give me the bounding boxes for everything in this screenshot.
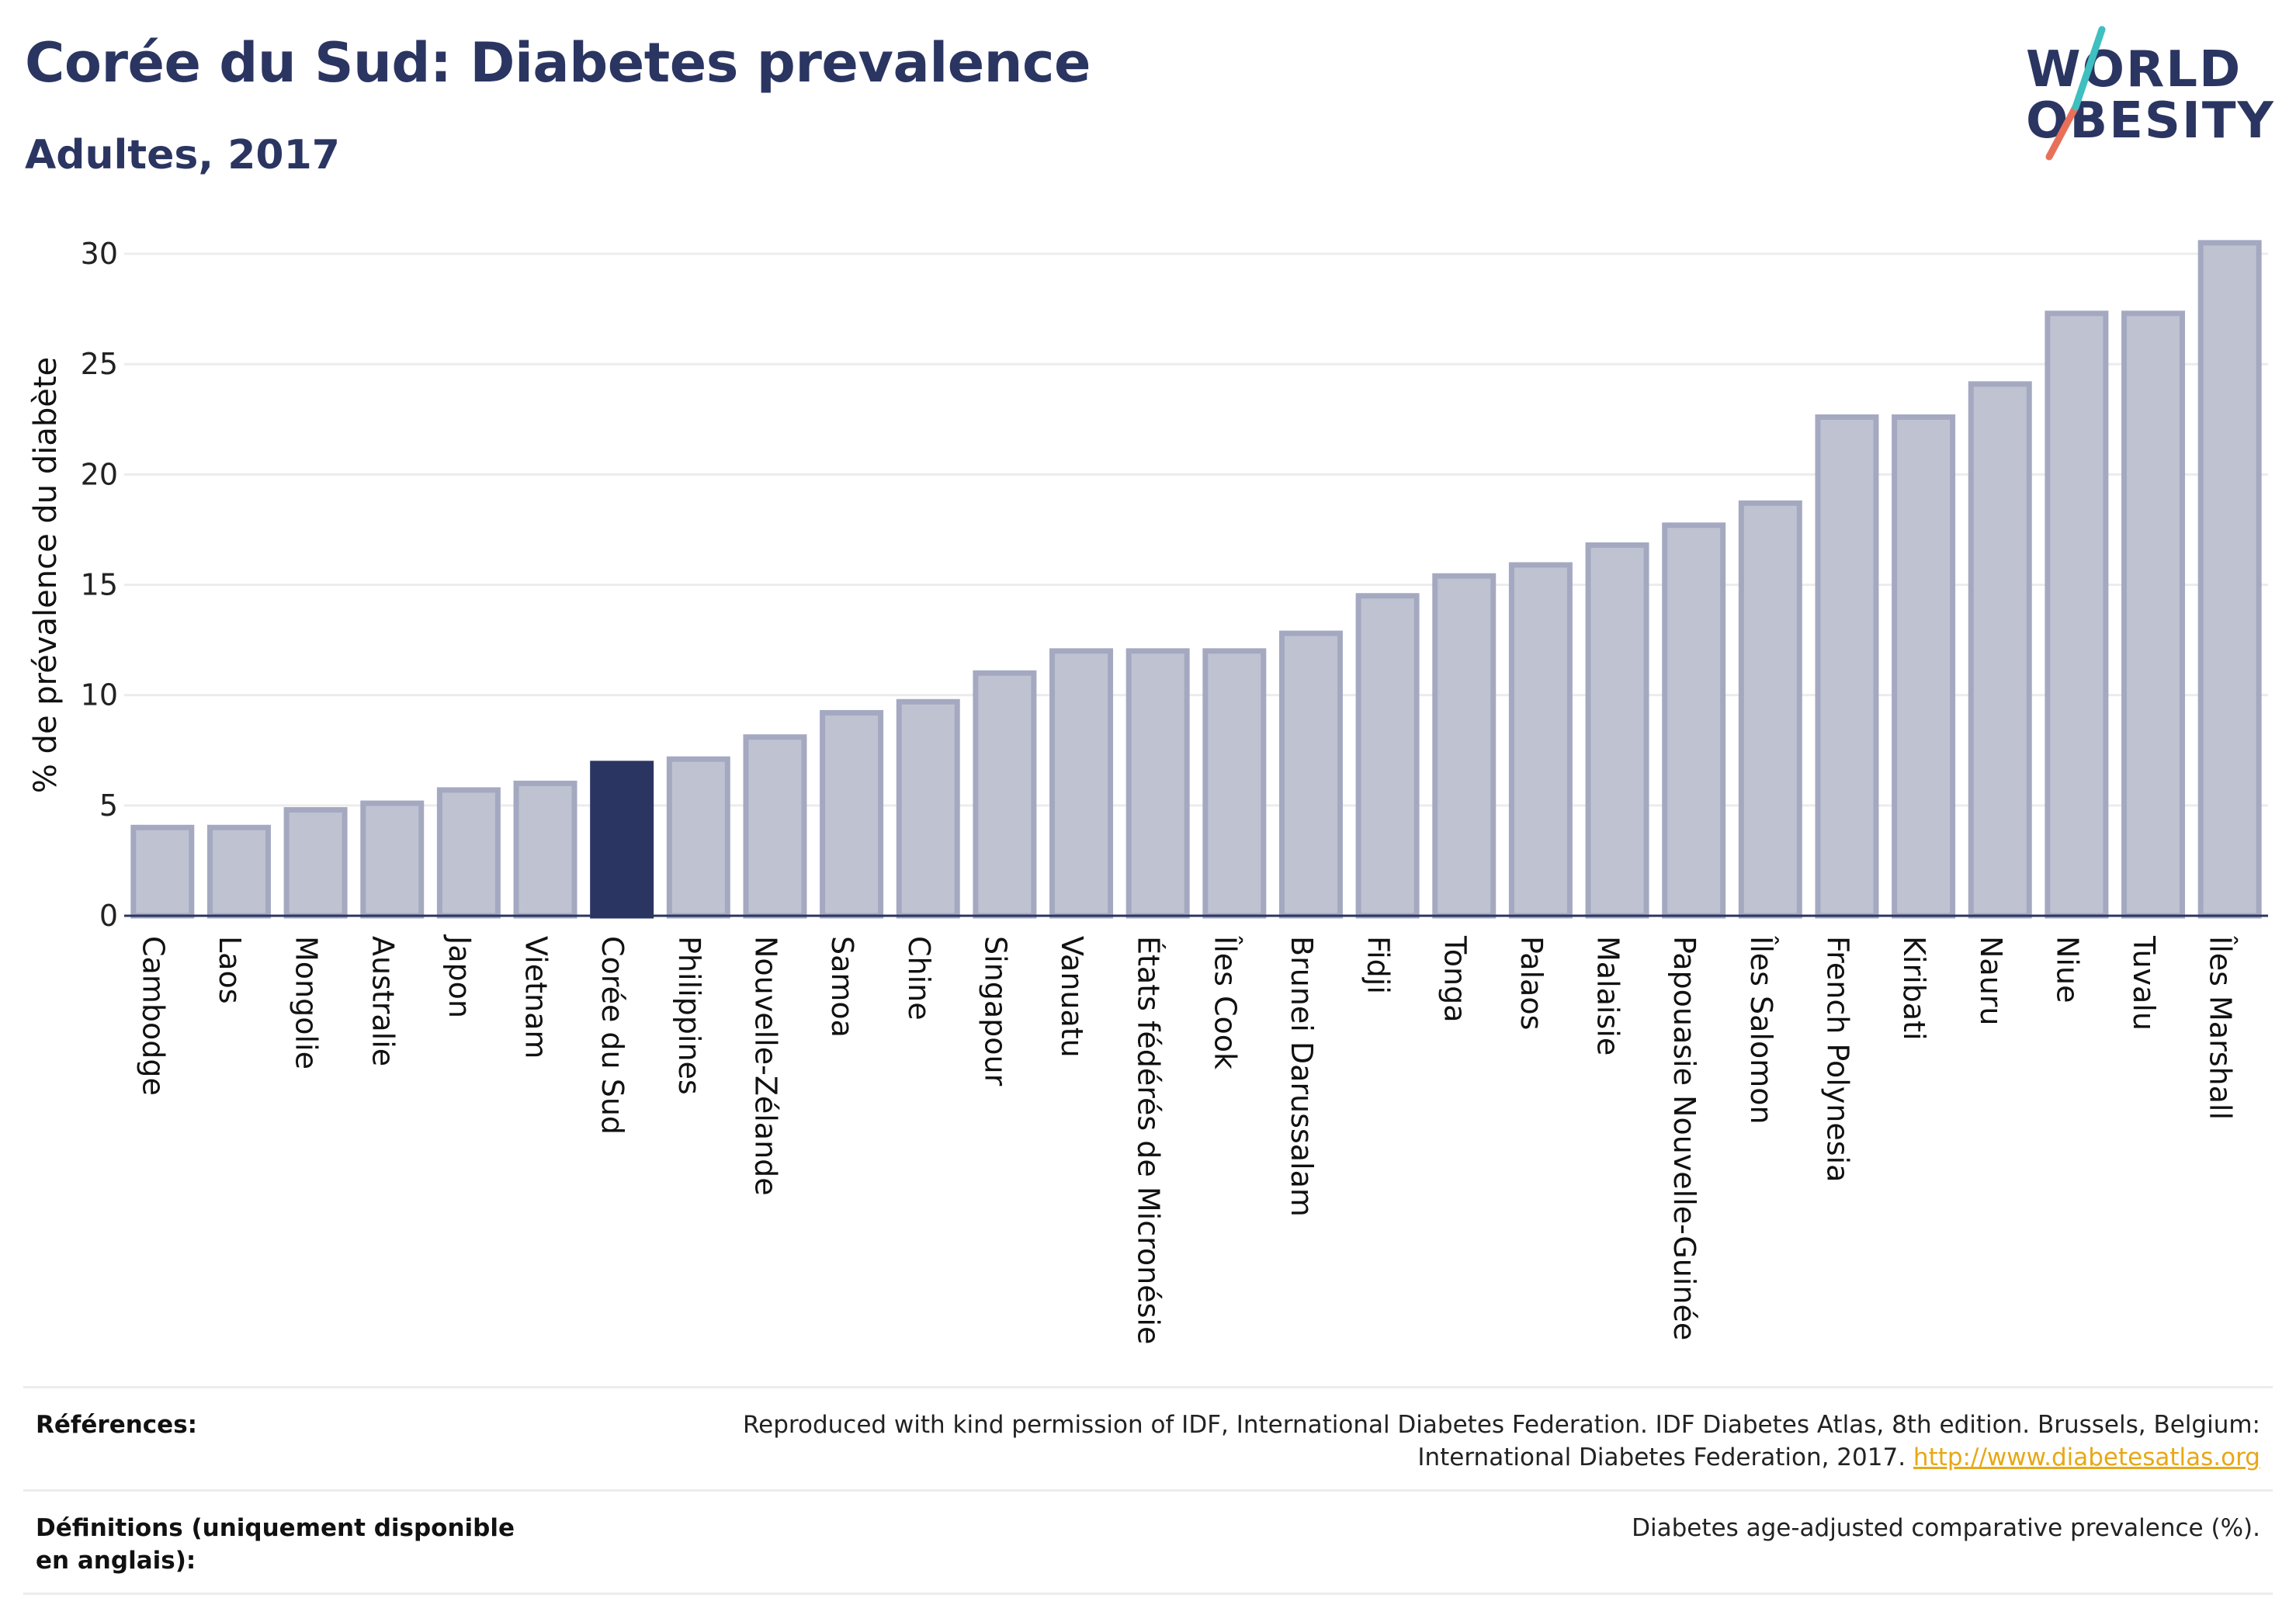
bar-nouvelle-z-lande[interactable] bbox=[743, 734, 807, 919]
x-tick-label: Palaos bbox=[1514, 936, 1549, 1030]
bar-niue[interactable] bbox=[2045, 310, 2109, 919]
bar-vanuatu[interactable] bbox=[1049, 648, 1114, 919]
world-obesity-logo: WORLD OBESITY bbox=[2018, 23, 2282, 163]
bar-mongolie[interactable] bbox=[283, 807, 348, 919]
x-tick-label: Corée du Sud bbox=[595, 936, 629, 1135]
bar-japon[interactable] bbox=[436, 787, 501, 919]
bar-palaos[interactable] bbox=[1508, 562, 1573, 919]
bar-singapour[interactable] bbox=[973, 670, 1037, 919]
y-axis-ticks: 0 5 10 15 20 25 30 bbox=[81, 237, 118, 933]
x-tick-label: French Polynesia bbox=[1820, 936, 1854, 1182]
bar--les-salomon[interactable] bbox=[1738, 500, 1802, 919]
bars bbox=[130, 240, 2262, 919]
bar-vietnam[interactable] bbox=[513, 780, 577, 919]
y-tick-label: 5 bbox=[99, 788, 118, 823]
x-tick-label: Niue bbox=[2050, 936, 2084, 1003]
x-tick-label: Malaisie bbox=[1591, 936, 1625, 1055]
x-tick-label: Tonga bbox=[1438, 935, 1472, 1023]
x-tick-label: Cambodge bbox=[136, 936, 170, 1096]
x-tick-label: Kiribati bbox=[1897, 936, 1931, 1041]
bar-nauru[interactable] bbox=[1968, 381, 2032, 919]
chart-title: Corée du Sud: Diabetes prevalence bbox=[25, 31, 1091, 95]
x-tick-label: Îles Salomon bbox=[1744, 935, 1778, 1125]
x-tick-label: Singapour bbox=[978, 936, 1012, 1087]
references-link[interactable]: http://www.diabetesatlas.org bbox=[1913, 1444, 2260, 1471]
bar-samoa[interactable] bbox=[820, 709, 884, 919]
y-tick-label: 15 bbox=[81, 568, 118, 602]
bar-brunei-darussalam[interactable] bbox=[1278, 630, 1343, 919]
x-tick-label: Chine bbox=[902, 936, 936, 1021]
x-tick-label: Vanuatu bbox=[1055, 936, 1089, 1058]
x-tick-label: Brunei Darussalam bbox=[1285, 936, 1319, 1217]
y-tick-label: 25 bbox=[81, 347, 118, 381]
definitions-text: Diabetes age-adjusted comparative preval… bbox=[1632, 1514, 2260, 1542]
y-tick-label: 20 bbox=[81, 457, 118, 491]
x-tick-label: Japon bbox=[442, 934, 477, 1018]
x-tick-label: Australie bbox=[366, 936, 400, 1066]
y-tick-label: 30 bbox=[81, 237, 118, 271]
y-tick-label: 10 bbox=[81, 678, 118, 712]
bar-laos[interactable] bbox=[206, 824, 271, 919]
x-tick-label: Îles Cook bbox=[1208, 935, 1242, 1069]
bar-chart: 0 5 10 15 20 25 30 Cambodge Laos Mongolie Austral… bbox=[28, 237, 2268, 1344]
bar--les-cook[interactable] bbox=[1202, 648, 1267, 919]
x-tick-label: Mongolie bbox=[290, 936, 324, 1069]
definitions-label: Définitions (uniquement disponible en an… bbox=[36, 1514, 515, 1575]
chart-footer: Références: Reproduced with kind permiss… bbox=[23, 1386, 2273, 1595]
bar-chine[interactable] bbox=[896, 698, 960, 919]
bar-french-polynesia[interactable] bbox=[1815, 414, 1879, 919]
x-axis-labels: Cambodge Laos Mongolie Australie Japon Vietna… bbox=[136, 934, 2237, 1344]
bar-tonga[interactable] bbox=[1432, 573, 1497, 919]
references-text-block: Reproduced with kind permission of IDF, … bbox=[615, 1409, 2260, 1474]
x-tick-label: Samoa bbox=[825, 936, 859, 1038]
references-text: Reproduced with kind permission of IDF, … bbox=[743, 1411, 2260, 1471]
bar-philippines[interactable] bbox=[666, 756, 730, 919]
references-label: Références: bbox=[36, 1411, 198, 1439]
x-tick-label: Nouvelle-Zélande bbox=[748, 936, 782, 1196]
x-tick-label: Laos bbox=[213, 936, 247, 1004]
x-tick-label: Tuvalu bbox=[2127, 935, 2161, 1031]
references-row: Références: Reproduced with kind permiss… bbox=[23, 1386, 2273, 1489]
y-tick-label: 0 bbox=[99, 899, 118, 933]
bar-cambodge[interactable] bbox=[130, 824, 195, 919]
bar-kiribati[interactable] bbox=[1892, 414, 1956, 919]
bar--les-marshall[interactable] bbox=[2197, 240, 2262, 919]
bar-malaisie[interactable] bbox=[1585, 542, 1649, 919]
x-tick-label: Fidji bbox=[1361, 936, 1396, 994]
bar-papouasie-nouvelle-guin-e[interactable] bbox=[1662, 522, 1726, 919]
logo-line-1: WORLD bbox=[2026, 41, 2242, 99]
x-tick-label: Philippines bbox=[672, 936, 706, 1095]
x-tick-label: Nauru bbox=[1974, 936, 2008, 1026]
bar-tuvalu[interactable] bbox=[2121, 310, 2186, 919]
y-axis-label: % de prévalence du diabète bbox=[28, 357, 64, 793]
x-tick-label: Papouasie Nouvelle-Guinée bbox=[1667, 936, 1701, 1340]
x-tick-label: Îles Marshall bbox=[2204, 935, 2238, 1120]
bar-australie[interactable] bbox=[360, 800, 425, 919]
x-tick-label: États fédérés de Micronésie bbox=[1132, 936, 1166, 1344]
chart-subtitle: Adultes, 2017 bbox=[25, 132, 340, 178]
logo-slash-icon bbox=[2045, 26, 2106, 161]
bar-fidji[interactable] bbox=[1355, 593, 1420, 919]
bar-cor-e-du-sud[interactable] bbox=[590, 761, 654, 919]
x-tick-label: Vietnam bbox=[519, 936, 553, 1059]
bar--tats-f-d-r-s-de-micron-sie[interactable] bbox=[1125, 648, 1190, 919]
definitions-row: Définitions (uniquement disponible en an… bbox=[23, 1489, 2273, 1595]
